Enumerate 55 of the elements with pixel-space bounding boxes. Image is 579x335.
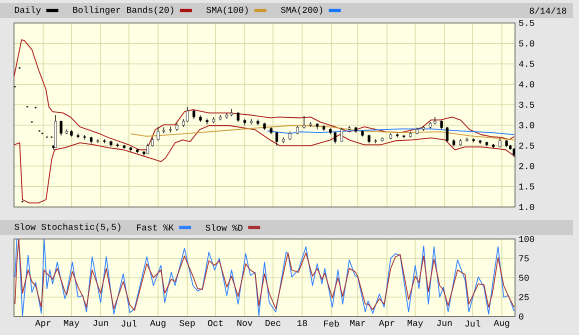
x-tick-label: 18 — [297, 320, 307, 326]
candlestick — [192, 109, 196, 120]
chart-title: Slow Stochastic(5,5) — [14, 223, 120, 232]
text: 8/14/18 — [530, 7, 566, 14]
y-tick-label: 2.0 — [519, 163, 534, 170]
y-tick-label: 5.5 — [519, 20, 534, 26]
candlestick — [116, 142, 119, 148]
candlestick — [434, 116, 436, 125]
legend-label: Bollinger Bands(20) — [73, 6, 174, 15]
line-series — [14, 39, 515, 150]
y-tick-label: 75 — [519, 255, 529, 262]
x-tick-label: Aug — [150, 320, 166, 328]
x-tick-label: Mar — [350, 320, 366, 326]
y-tick-label: 4.5 — [518, 60, 534, 67]
x-tick-label: May — [408, 320, 423, 328]
candlestick — [275, 131, 278, 146]
y-tick-label: 2.5 — [519, 142, 534, 149]
x-tick-label: Apr — [35, 320, 50, 328]
x-tick-label: Nov — [237, 320, 252, 326]
candlestick — [236, 112, 240, 122]
x-tick-label: Oct — [208, 320, 223, 326]
x-tick-label: May — [64, 320, 80, 328]
y-tick-label: 1.0 — [519, 204, 534, 210]
candlestick — [103, 138, 106, 144]
y-tick-label: 5.0 — [519, 40, 534, 46]
x-tick-label: Apr — [378, 320, 394, 328]
y-tick-label: 4.0 — [518, 81, 534, 88]
x-tick-label: Dec — [266, 320, 280, 326]
line-series — [130, 125, 515, 140]
x-tick-label: Aug — [494, 320, 510, 328]
legend-label: Fast %K — [137, 224, 174, 231]
candlestick — [186, 106, 189, 122]
candlestick — [60, 120, 62, 136]
x-tick-label: Jul — [465, 320, 480, 327]
y-tick-label: 0 — [519, 313, 524, 320]
candlestick — [156, 126, 160, 142]
x-tick-label: Sep — [180, 320, 195, 328]
legend-label: SMA(100) — [206, 6, 248, 15]
y-tick-label: 25 — [519, 294, 529, 300]
y-tick-label: 50 — [519, 274, 529, 281]
legend-label: SMA(200) — [280, 6, 322, 15]
legend-label: Slow %D — [206, 224, 242, 231]
x-tick-label: Feb — [324, 320, 339, 327]
y-tick-label: 1.5 — [519, 184, 534, 190]
x-tick-label: Jun — [93, 320, 108, 326]
x-tick-label: Jul — [122, 320, 136, 327]
y-tick-label: 3.5 — [519, 102, 534, 108]
candlestick — [340, 127, 344, 142]
candlestick — [446, 126, 449, 143]
y-tick-label: 3.0 — [519, 122, 534, 128]
x-tick-label: Jun — [437, 320, 452, 326]
candlestick — [302, 115, 306, 129]
candlestick — [146, 143, 150, 154]
legend-label: Daily — [14, 6, 41, 15]
y-tick-label: 100 — [519, 236, 534, 242]
